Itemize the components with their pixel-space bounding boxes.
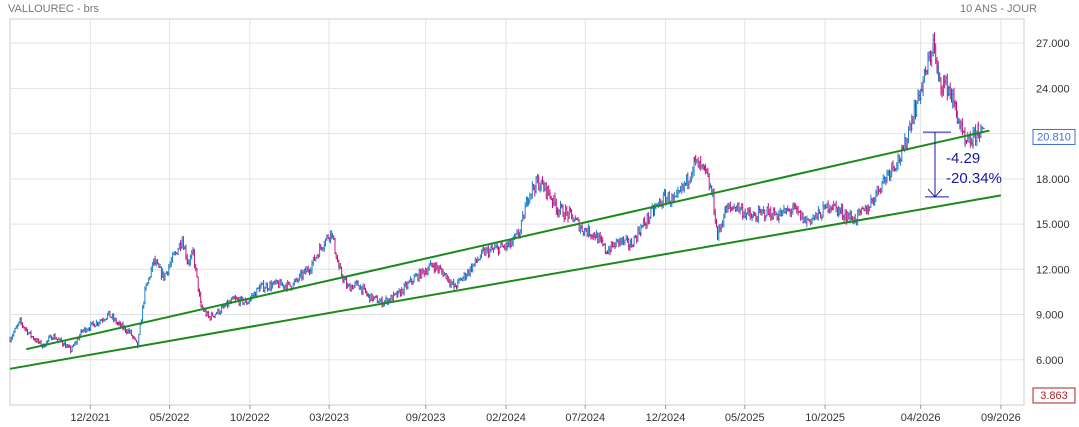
last-price-badge [1032,128,1076,145]
chart-period: 10 ANS - JOUR [959,3,1037,15]
x-tick-label: 05/2025 [725,412,765,424]
x-tick-label: 10/2025 [805,412,845,424]
y-axis-ticks: 6.0009.00012.00015.00018.00021.00024.000… [1036,38,1070,367]
trendlines [9,129,1002,370]
x-tick-label: 10/2022 [230,412,270,424]
x-tick-label: 09/2023 [406,412,446,424]
y-tick-label: 12.000 [1036,264,1070,276]
x-tick-label: 05/2022 [150,412,190,424]
y-tick-label: 24.000 [1036,83,1070,95]
x-tick-label: 12/2024 [646,412,686,424]
low-marker-label: 3.863 [1040,390,1068,402]
x-tick-label: 09/2026 [981,412,1021,424]
y-tick-label: 15.000 [1036,219,1070,231]
annotation-delta-value: -4.29 [946,150,980,167]
plot-frame [9,18,1025,406]
last-price-label: 20.810 [1037,131,1071,143]
annotation-delta-percent: -20.34% [946,170,1002,187]
x-tick-label: 03/2023 [309,412,349,424]
x-tick-label: 07/2024 [565,412,605,424]
x-axis-ticks: 12/2021 05/2022 10/2022 03/2023 09/2023 02/20… [70,405,1021,424]
annotation: -4.29 -20.34% [923,131,1002,198]
price-series [9,32,985,354]
x-tick-label: 12/2021 [70,412,110,424]
x-tick-label: 04/2026 [901,412,941,424]
low-marker-badge [1032,387,1076,404]
chart-title: VALLOUREC - brs [8,3,99,15]
trendline [9,194,1002,370]
x-tick-label: 02/2024 [486,412,526,424]
y-tick-label: 18.000 [1036,174,1070,186]
y-tick-label: 6.000 [1036,355,1064,367]
y-tick-label: 9.000 [1036,310,1064,322]
y-tick-label: 27.000 [1036,38,1070,50]
price-badges: 20.810 3.863 [1032,128,1076,404]
trendline [26,129,990,351]
